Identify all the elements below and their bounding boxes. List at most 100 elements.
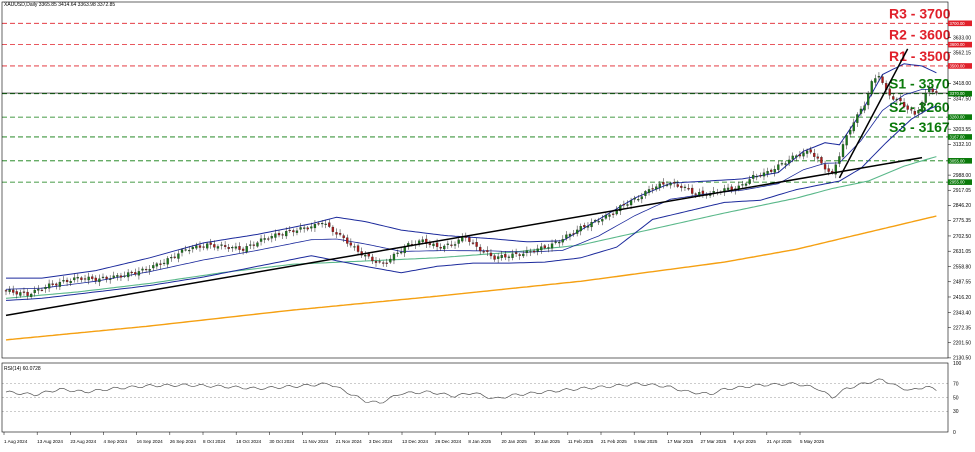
candle-body — [191, 246, 194, 250]
candle-body — [468, 237, 471, 242]
candle-body — [223, 245, 227, 247]
y-tick-label: 3418.00 — [953, 81, 971, 87]
candle-body — [755, 176, 758, 178]
candle-body — [378, 261, 381, 263]
rsi-tick-label: 100 — [953, 361, 962, 367]
candle-body — [173, 256, 176, 258]
candle-body — [382, 262, 385, 264]
candle-body — [676, 184, 679, 187]
candle-body — [270, 236, 273, 239]
candle-body — [389, 258, 392, 263]
candle-body — [471, 242, 475, 244]
candle-body — [367, 253, 370, 257]
candle-body — [238, 246, 241, 250]
candle-body — [514, 252, 518, 254]
x-tick-label: 27 Mar 2025 — [701, 439, 727, 444]
candle-body — [353, 246, 356, 248]
candle-body — [58, 281, 62, 287]
candle-body — [874, 78, 877, 83]
candle-body — [202, 246, 205, 248]
candle-body — [234, 246, 238, 249]
candle-body — [116, 275, 119, 277]
candle-body — [784, 163, 787, 165]
candle-body — [791, 155, 794, 160]
candle-body — [12, 289, 15, 293]
candle-body — [346, 237, 349, 244]
candle-body — [421, 239, 424, 243]
candle-body — [834, 164, 837, 175]
candle-body — [141, 268, 144, 271]
candle-body — [762, 172, 766, 177]
candle-body — [554, 241, 557, 243]
candle-body — [457, 239, 460, 244]
candle-body — [259, 238, 263, 242]
level-price-box-label: 2955.00 — [950, 180, 966, 185]
candle-body — [619, 205, 622, 212]
rsi-tick-label: 30 — [953, 409, 959, 415]
candle-body — [162, 262, 166, 264]
x-tick-label: 18 Oct 2024 — [236, 439, 261, 444]
candle-body — [292, 230, 295, 233]
candle-body — [285, 231, 288, 237]
candle-body — [795, 155, 798, 158]
candle-body — [324, 223, 327, 225]
rsi-label: RSI(14) 60.0728 — [4, 366, 41, 372]
candle-body — [87, 276, 90, 281]
candle-body — [622, 204, 626, 206]
candle-body — [486, 250, 489, 252]
level-price-box — [948, 90, 972, 97]
candle-body — [536, 248, 539, 252]
candle-body — [479, 246, 482, 252]
candle-body — [906, 105, 909, 110]
candle-body — [83, 278, 87, 280]
candle-body — [206, 243, 209, 249]
candle-body — [540, 246, 543, 251]
candle-body — [295, 230, 299, 233]
candle-body — [640, 196, 643, 200]
candle-body — [683, 186, 687, 188]
y-tick-label: 2702.50 — [953, 234, 971, 240]
x-tick-label: 13 Dec 2024 — [402, 439, 428, 444]
candle-body — [601, 219, 604, 222]
level-label: S1 - 3370 — [889, 76, 950, 92]
candle-body — [19, 292, 22, 296]
candle-body — [655, 186, 658, 190]
symbol-title: XAUUSD,Daily 3365.85 3414.64 3363.98 337… — [4, 2, 115, 8]
candle-body — [130, 271, 133, 274]
candle-body — [328, 222, 331, 227]
candle-body — [780, 163, 784, 165]
candle-body — [15, 291, 18, 295]
y-tick-label: 2631.05 — [953, 249, 971, 255]
y-tick-label: 2846.20 — [953, 203, 971, 209]
candle-body — [159, 263, 162, 265]
candle-body — [489, 252, 493, 257]
candle-body — [101, 276, 105, 278]
x-tick-label: 21 Nov 2024 — [336, 439, 362, 444]
x-tick-label: 5 Mar 2025 — [634, 439, 658, 444]
candle-body — [313, 223, 317, 229]
level-price-box-label: 3500.00 — [950, 63, 966, 68]
rsi-line — [5, 378, 937, 404]
candle-body — [317, 223, 320, 225]
candle-body — [626, 204, 629, 206]
candle-body — [827, 168, 830, 172]
candle-body — [435, 242, 439, 247]
bollinger-lower-line — [5, 105, 937, 301]
x-tick-label: 17 Mar 2025 — [667, 439, 693, 444]
level-price-box — [948, 41, 972, 48]
candle-body — [838, 156, 841, 164]
candle-body — [105, 276, 108, 279]
candle-body — [184, 249, 187, 251]
candle-body — [662, 182, 665, 185]
candle-body — [396, 252, 399, 254]
candle-body — [166, 258, 169, 265]
candle-body — [331, 226, 335, 232]
x-tick-label: 30 Jan 2025 — [535, 439, 561, 444]
candle-body — [425, 238, 428, 244]
candle-body — [109, 278, 112, 280]
candle-body — [76, 277, 79, 279]
candle-body — [849, 129, 852, 135]
candle-body — [112, 275, 115, 278]
